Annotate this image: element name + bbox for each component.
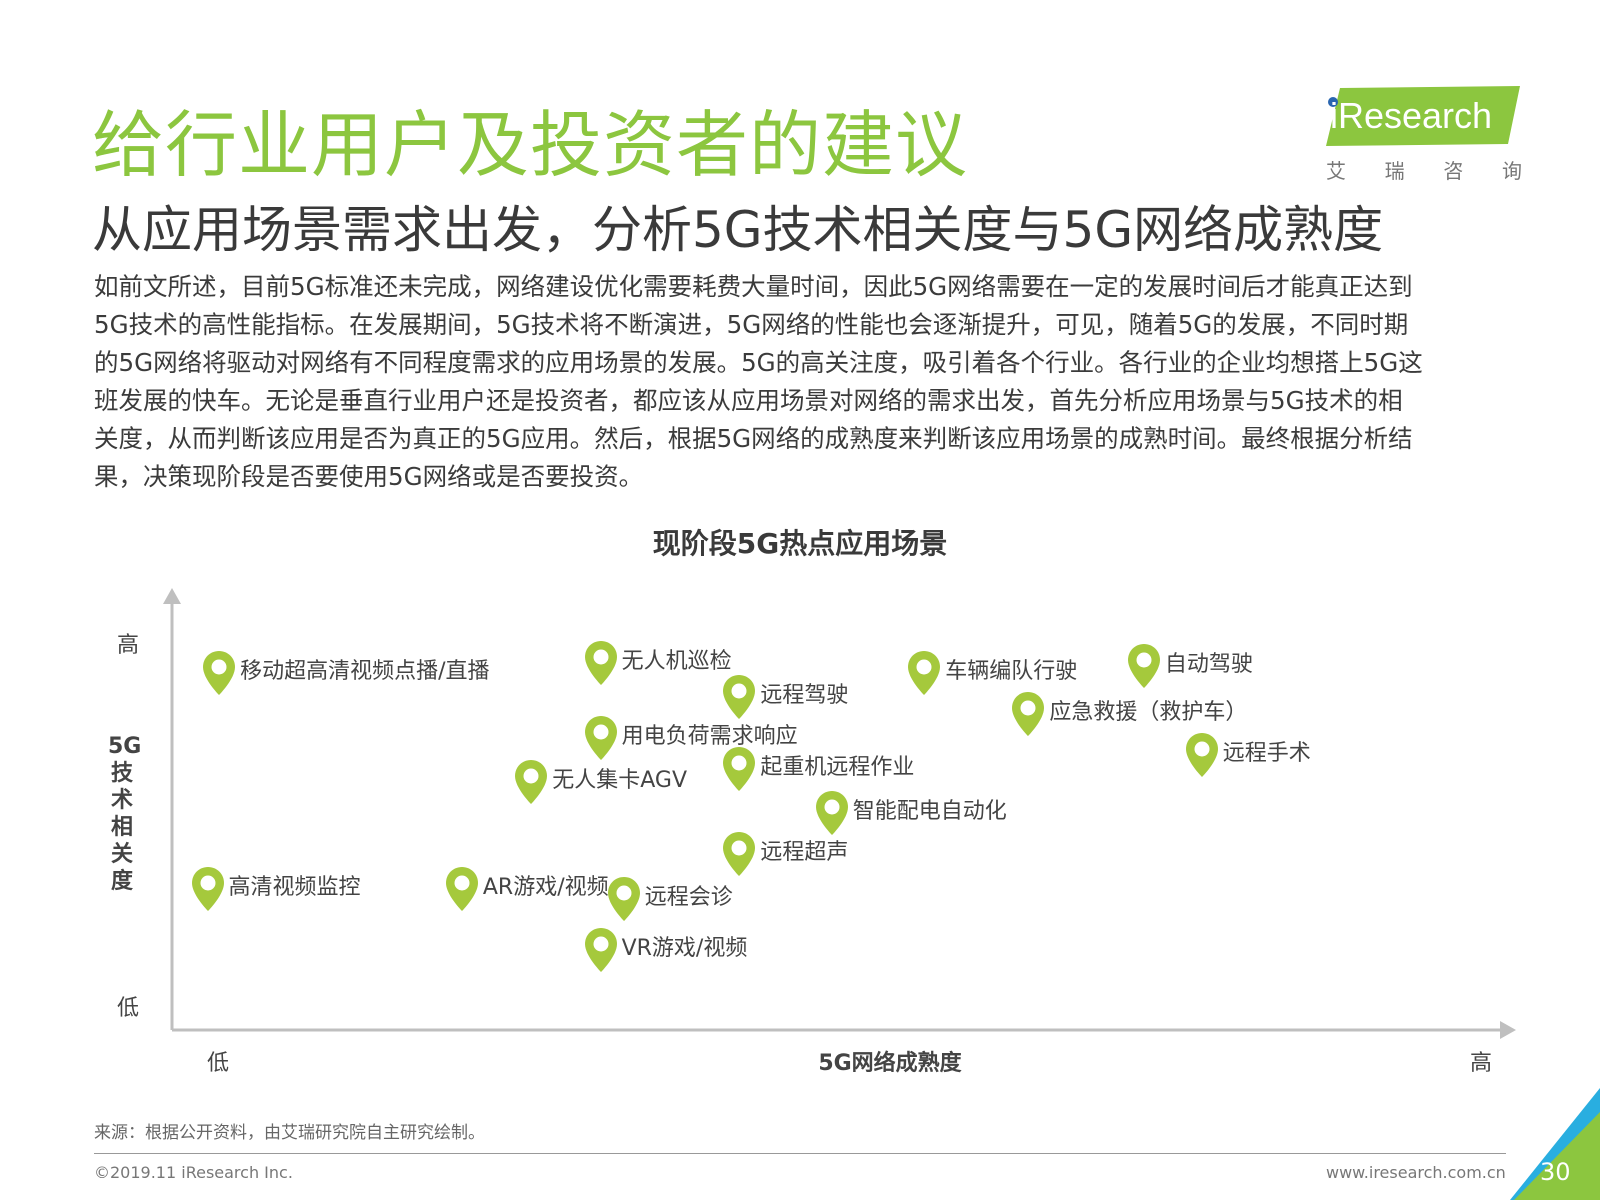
map-pin-icon	[723, 746, 756, 791]
logo-cn-char: 询	[1501, 159, 1522, 183]
logo-cn-char: 瑞	[1384, 159, 1405, 183]
point-label: 应急救援（救护车）	[1049, 700, 1248, 726]
y-axis-arrow	[163, 588, 181, 604]
y-axis-label-char: 术	[110, 788, 133, 813]
point-label: 高清视频监控	[228, 874, 361, 900]
x-axis-high: 高	[1470, 1051, 1493, 1076]
scatter-point: 无人集卡AGV	[514, 759, 687, 805]
y-axis-label-char: 度	[110, 869, 133, 894]
y-axis-low: 低	[117, 996, 140, 1021]
map-pin-icon	[191, 866, 224, 911]
map-pin-icon	[445, 866, 478, 911]
scatter-point: 远程超声	[722, 831, 848, 877]
page-subtitle: 从应用场景需求出发，分析5G技术相关度与5G网络成熟度	[92, 201, 1384, 259]
map-pin-icon	[584, 716, 617, 761]
point-label: 远程手术	[1222, 741, 1311, 767]
map-pin-icon	[815, 791, 848, 836]
x-axis-low: 低	[207, 1051, 230, 1076]
map-pin-icon	[203, 651, 236, 696]
scatter-point: 智能配电自动化	[815, 790, 1007, 836]
logo-cn-char: 咨	[1443, 159, 1464, 183]
map-pin-icon	[723, 674, 756, 719]
source-note: 来源：根据公开资料，由艾瑞研究院自主研究绘制。	[94, 1123, 485, 1143]
scatter-point: 移动超高清视频点播/直播	[202, 650, 490, 696]
scatter-point: 远程驾驶	[722, 674, 848, 720]
y-axis-label-char: 关	[110, 842, 133, 867]
point-label: 用电负荷需求响应	[621, 724, 798, 750]
scatter-point: 用电负荷需求响应	[584, 715, 798, 761]
body-line: 的5G网络将驱动对网络有不同程度需求的应用场景的发展。5G的高关注度，吸引着各个…	[94, 348, 1423, 377]
map-pin-icon	[1185, 733, 1218, 778]
point-label: 移动超高清视频点播/直播	[240, 659, 490, 685]
y-axis-label: 5G 技术相关度	[108, 733, 142, 895]
y-axis-high: 高	[117, 633, 140, 658]
point-label: 自动驾驶	[1164, 652, 1253, 678]
body-line: 5G技术的高性能指标。在发展期间，5G技术将不断演进，5G网络的性能也会逐渐提升…	[94, 310, 1409, 339]
map-pin-icon	[584, 640, 617, 685]
y-axis-label-char: 5G	[108, 734, 142, 759]
scatter-point: 车辆编队行驶	[907, 650, 1077, 696]
point-label: 无人集卡AGV	[552, 768, 687, 794]
logo-graphic: iResearch	[1326, 86, 1520, 146]
point-label: VR游戏/视频	[621, 936, 748, 962]
x-axis-label: 5G网络成熟度	[818, 1051, 962, 1076]
body-line: 班发展的快车。无论是垂直行业用户还是投资者，都应该从应用场景对网络的需求出发，首…	[94, 386, 1403, 415]
copyright-text: ©2019.11 iResearch Inc.	[94, 1163, 293, 1182]
logo-cn-char: 艾	[1326, 159, 1346, 183]
chart-title: 现阶段5G热点应用场景	[652, 527, 948, 560]
map-pin-icon	[607, 876, 640, 921]
point-label: 远程驾驶	[760, 682, 849, 708]
body-line: 关度，从而判断该应用是否为真正的5G应用。然后，根据5G网络的成熟度来判断该应用…	[94, 424, 1413, 453]
point-label: 车辆编队行驶	[945, 659, 1078, 685]
point-label: AR游戏/视频	[482, 874, 609, 900]
map-pin-icon	[1127, 644, 1160, 689]
map-pin-icon	[515, 760, 548, 805]
scatter-point: 无人机巡检	[584, 640, 732, 686]
body-line: 如前文所述，目前5G标准还未完成，网络建设优化需要耗费大量时间，因此5G网络需要…	[94, 272, 1413, 301]
point-label: 无人机巡检	[621, 648, 732, 674]
page-number: 30	[1540, 1158, 1571, 1186]
scatter-point: AR游戏/视频	[445, 866, 609, 912]
point-label: 智能配电自动化	[852, 799, 1007, 825]
page-title: 给行业用户及投资者的建议	[92, 103, 969, 187]
website-link[interactable]: www.iresearch.com.cn	[1326, 1163, 1506, 1182]
map-pin-icon	[908, 651, 941, 696]
body-line: 果，决策现阶段是否要使用5G网络或是否要投资。	[94, 462, 644, 491]
scatter-point: 高清视频监控	[191, 866, 361, 912]
map-pin-icon	[1012, 692, 1045, 737]
scatter-point: 远程手术	[1185, 732, 1311, 778]
point-label: 远程会诊	[644, 884, 733, 910]
x-axis-arrow	[1500, 1021, 1516, 1039]
y-axis-label-char: 技	[110, 761, 133, 786]
scatter-point: 起重机远程作业	[722, 746, 914, 792]
logo-cn-text: 艾 瑞 咨 询	[1326, 155, 1522, 184]
scatter-point: 应急救援（救护车）	[1011, 691, 1247, 737]
iresearch-logo: iResearch 艾 瑞 咨 询	[1322, 82, 1522, 184]
scatter-point: VR游戏/视频	[584, 927, 748, 973]
body-paragraph: 如前文所述，目前5G标准还未完成，网络建设优化需要耗费大量时间，因此5G网络需要…	[94, 268, 1534, 496]
logo-brand: iResearch	[1330, 95, 1492, 136]
point-label: 起重机远程作业	[760, 754, 915, 780]
map-pin-icon	[584, 928, 617, 973]
map-pin-icon	[723, 832, 756, 877]
y-axis-label-char: 相	[110, 815, 133, 840]
footer-divider	[94, 1153, 1506, 1154]
point-label: 远程超声	[760, 840, 849, 866]
scatter-point: 远程会诊	[607, 876, 733, 922]
scatter-point: 自动驾驶	[1127, 643, 1253, 689]
